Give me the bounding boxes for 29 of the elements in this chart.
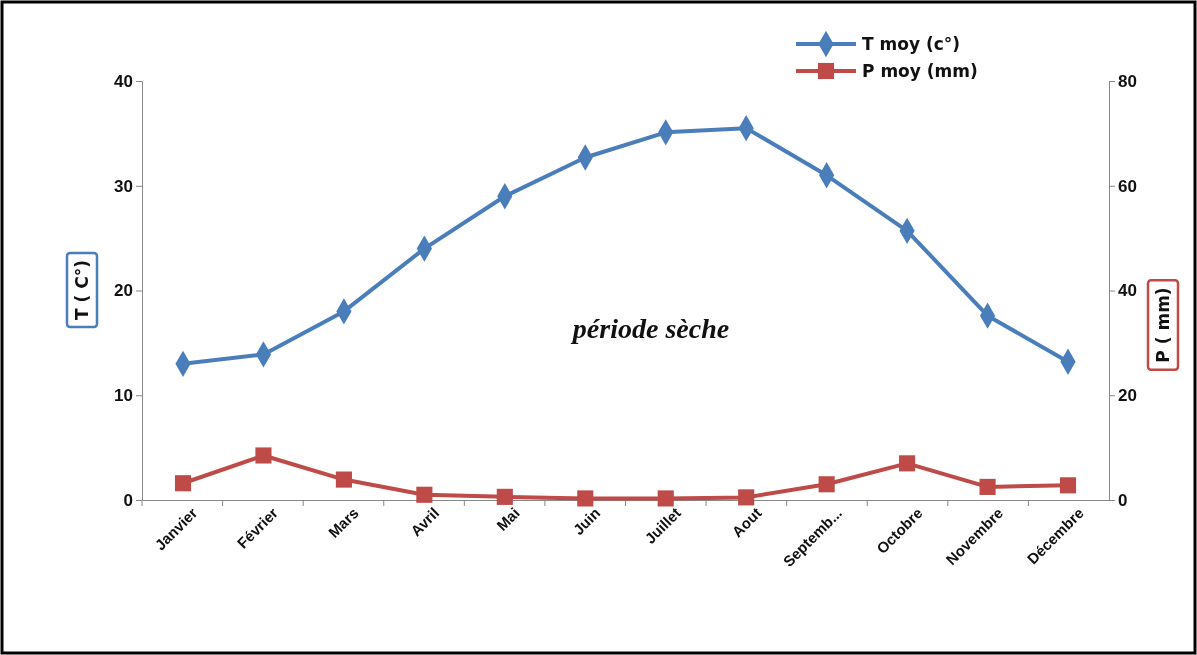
point: [255, 447, 272, 464]
annotation: période sèche: [570, 313, 730, 344]
point: [416, 486, 433, 503]
y-tick-label: 10: [114, 386, 133, 406]
point: [577, 490, 594, 507]
y-tick-label: 40: [114, 71, 133, 91]
point: [979, 478, 996, 495]
x-tick-label: Juin: [569, 504, 604, 539]
legend-label: P moy (mm): [862, 60, 978, 81]
y2-axis-title: P ( mm): [1152, 287, 1173, 363]
y-tick-label: 0: [123, 490, 133, 510]
y-tick-label: 20: [114, 281, 133, 301]
y2-tick-label: 60: [1118, 176, 1137, 196]
point: [818, 476, 835, 493]
legend-label: T moy (c°): [862, 33, 961, 54]
y-axis-title: T ( C°): [71, 260, 92, 320]
y2-tick-label: 80: [1118, 71, 1137, 91]
point: [335, 471, 352, 488]
point: [899, 455, 916, 472]
point: [738, 489, 755, 506]
y2-tick-label: 20: [1118, 386, 1137, 406]
point: [496, 488, 513, 505]
point: [657, 490, 674, 507]
y-tick-label: 30: [114, 176, 133, 196]
y2-tick-label: 40: [1118, 281, 1137, 301]
x-tick-label: Mai: [493, 504, 523, 534]
point: [1059, 477, 1077, 494]
point: [174, 475, 192, 492]
y2-tick-label: 0: [1118, 490, 1128, 510]
